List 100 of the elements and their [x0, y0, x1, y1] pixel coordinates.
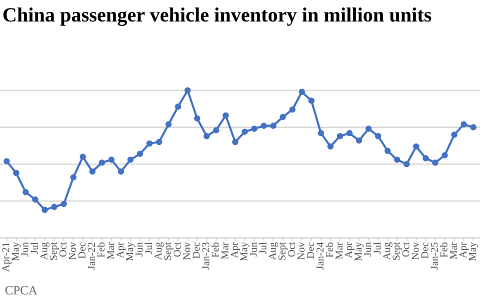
point	[22, 189, 29, 196]
x-tick-label: Dec	[421, 242, 428, 259]
point	[336, 133, 344, 140]
point	[13, 170, 20, 176]
chart-title: China passenger vehicle inventory in million units	[3, 8, 432, 26]
point	[404, 161, 410, 168]
x-tick-label: Jul	[259, 242, 266, 254]
point	[280, 114, 286, 120]
x-tick-label: Apr-21	[2, 242, 12, 272]
x-tick-label: Jul	[30, 242, 38, 254]
point	[89, 168, 96, 175]
point	[327, 143, 334, 150]
x-tick-label: Dec	[192, 242, 200, 259]
point	[374, 133, 382, 140]
x-tick-label: May	[468, 242, 478, 261]
point	[394, 156, 400, 163]
x-tick-label: Mar	[450, 242, 457, 260]
point	[80, 154, 86, 160]
x-tick-label: Jan-25	[430, 242, 438, 270]
point	[108, 156, 115, 163]
point	[356, 137, 362, 144]
x-tick-label: Oct	[59, 242, 66, 257]
x-tick-label: Feb	[326, 242, 334, 258]
x-tick-label: Jun	[21, 242, 28, 256]
x-tick-label: Sept	[392, 242, 402, 260]
point	[4, 158, 10, 164]
x-tick-label: Mar	[107, 242, 114, 260]
point	[270, 122, 276, 129]
x-tick-label: Aug	[40, 242, 50, 260]
point	[260, 122, 267, 129]
point	[51, 204, 58, 210]
point	[32, 196, 38, 203]
x-tick-label: Jul	[373, 242, 381, 254]
x-tick-label: May	[12, 242, 21, 261]
x-tick-label: Feb	[440, 242, 448, 258]
point	[242, 128, 248, 135]
x-tick-label: Apr	[230, 242, 240, 258]
x-tick-label: Mar	[336, 242, 343, 260]
point	[222, 112, 229, 119]
x-tick-label: Aug	[154, 242, 164, 260]
point	[70, 174, 76, 181]
point	[194, 115, 200, 122]
x-tick-label: Sept	[164, 242, 174, 260]
x-tick-label: Dec	[307, 242, 314, 259]
x-tick-label: Feb	[97, 242, 105, 258]
point	[470, 124, 476, 130]
x-tick-label: Aug	[268, 242, 278, 260]
point	[289, 106, 296, 113]
x-tick-label: Aug	[383, 242, 392, 260]
point	[432, 160, 438, 166]
x-tick-label: Jun	[250, 242, 257, 256]
point	[118, 168, 124, 175]
x-tick-label: Sept	[278, 242, 288, 260]
x-tick-label: Jul	[144, 242, 152, 254]
x-tick-label: May	[126, 242, 136, 261]
x-tick-label: Jan-23	[202, 242, 210, 270]
x-tick-label: Apr	[459, 242, 469, 258]
x-tick-label: Feb	[211, 242, 219, 258]
x-tick-label: Nov	[412, 242, 419, 260]
point	[174, 104, 182, 110]
point	[384, 148, 391, 154]
point	[184, 87, 191, 94]
point	[42, 206, 48, 213]
x-tick-label: Jun	[364, 242, 372, 256]
point	[318, 130, 324, 136]
x-tick-label: Mar	[221, 242, 228, 260]
x-tick-label: Oct	[402, 242, 410, 257]
point	[136, 150, 144, 157]
point	[204, 133, 210, 140]
x-tick-label: Dec	[78, 242, 86, 259]
x-tick-label: Oct	[174, 242, 181, 257]
point	[60, 200, 67, 208]
x-tick-label: Nov	[69, 242, 76, 260]
point	[346, 130, 353, 136]
point	[251, 126, 258, 132]
point	[442, 152, 448, 158]
point	[460, 121, 467, 128]
point	[156, 138, 162, 146]
point	[413, 143, 420, 150]
point	[422, 155, 429, 162]
point	[308, 98, 315, 104]
point	[298, 88, 306, 95]
x-tick-label: Sept	[50, 242, 60, 260]
x-tick-label: Nov	[183, 242, 190, 260]
x-tick-label: May	[240, 242, 250, 261]
x-tick-label: Apr	[345, 242, 354, 258]
point	[165, 121, 172, 128]
x-tick-label: Jan-22	[88, 242, 95, 270]
point	[127, 156, 134, 163]
x-tick-label: Jan-24	[316, 242, 324, 270]
text: CPCA	[5, 286, 38, 294]
point	[146, 140, 153, 147]
x-tick-label: May	[354, 242, 364, 261]
point	[451, 132, 458, 138]
point	[98, 160, 106, 166]
x-tick-label: Nov	[298, 242, 305, 260]
x-tick-label: Apr	[116, 242, 126, 258]
point	[232, 138, 238, 146]
point	[213, 127, 220, 134]
x-tick-label: Jun	[136, 242, 143, 256]
